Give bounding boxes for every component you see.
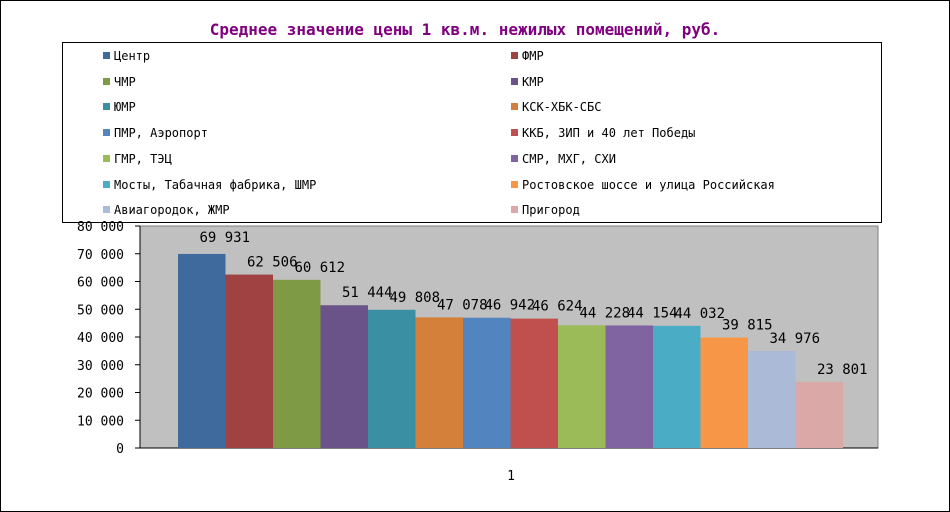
- legend-swatch: [511, 77, 518, 85]
- legend-swatch: [511, 154, 518, 162]
- data-label: 44 032: [674, 306, 725, 322]
- legend-item: ПМР, Аэропорт: [103, 125, 208, 141]
- legend-swatch: [103, 77, 110, 85]
- legend-label: Ростовское шоссе и улица Российская: [522, 177, 775, 192]
- legend-label: Пригород: [522, 203, 580, 218]
- legend-item: СМР, МХГ, СХИ: [511, 151, 616, 167]
- legend-swatch: [103, 103, 110, 111]
- bar: [558, 325, 606, 448]
- legend-item: ЮМР: [103, 99, 136, 115]
- legend-swatch: [103, 154, 110, 162]
- data-label: 49 808: [389, 290, 440, 306]
- x-tick-label: 1: [507, 469, 515, 484]
- legend-swatch: [103, 52, 110, 59]
- legend-label: ККБ, ЗИП и 40 лет Победы: [522, 126, 696, 141]
- bar: [795, 381, 843, 448]
- legend-label: ЮМР: [114, 100, 136, 115]
- data-label: 62 506: [247, 255, 298, 271]
- legend-item: Центр: [103, 48, 150, 64]
- bar: [748, 350, 796, 448]
- data-label: 46 624: [532, 299, 583, 315]
- legend-label: ПМР, Аэропорт: [114, 126, 208, 141]
- legend-item: ККБ, ЗИП и 40 лет Победы: [511, 125, 695, 141]
- legend-label: ФМР: [522, 49, 544, 63]
- y-tick-label: 70 000: [77, 248, 124, 263]
- bar: [605, 325, 653, 448]
- legend: Центр ФМР ЧМР КМР ЮМР КСК-ХБК-СБС ПМР, Аэропор…: [62, 42, 882, 223]
- legend-swatch: [511, 206, 518, 214]
- legend-item: Мосты, Табачная фабрика, ШМР: [103, 177, 316, 193]
- data-label: 34 976: [769, 331, 820, 347]
- data-label: 51 444: [342, 285, 393, 301]
- y-tick-label: 0: [116, 442, 124, 457]
- legend-item: Ростовское шоссе и улица Российская: [511, 177, 775, 193]
- bar: [320, 305, 368, 448]
- legend-item: ФМР: [511, 48, 544, 64]
- bar: [653, 325, 701, 448]
- legend-label: КМР: [522, 74, 544, 89]
- bar: [463, 317, 511, 448]
- legend-item: ГМР, ТЭЦ: [103, 151, 172, 167]
- data-label: 60 612: [294, 260, 345, 276]
- legend-swatch: [511, 180, 518, 188]
- legend-item: ЧМР: [103, 74, 136, 90]
- legend-swatch: [103, 180, 110, 188]
- y-tick-label: 40 000: [77, 331, 124, 346]
- data-label: 47 078: [437, 297, 488, 313]
- data-label: 44 228: [579, 305, 630, 321]
- bar: [368, 309, 416, 448]
- data-label: 44 154: [627, 305, 678, 321]
- data-label: 69 931: [199, 230, 250, 246]
- y-tick-label: 60 000: [77, 276, 124, 291]
- bar: [415, 317, 463, 448]
- y-tick-label: 10 000: [77, 414, 124, 429]
- legend-item: КМР: [511, 74, 544, 90]
- y-tick-label: 20 000: [77, 387, 124, 402]
- legend-label: Центр: [114, 49, 151, 63]
- y-tick-label: 80 000: [77, 220, 124, 235]
- legend-label: СМР, МХГ, СХИ: [522, 151, 616, 166]
- legend-item: Авиагородок, ЖМР: [103, 202, 230, 218]
- bar: [225, 274, 273, 448]
- data-label: 39 815: [722, 318, 773, 334]
- bar: [178, 253, 226, 448]
- bar: [700, 337, 748, 448]
- legend-swatch: [103, 206, 110, 214]
- legend-label: ЧМР: [114, 74, 136, 89]
- legend-swatch: [103, 129, 110, 137]
- chart-title: Среднее значение цены 1 кв.м. нежилых по…: [209, 20, 721, 39]
- y-tick-label: 50 000: [77, 303, 124, 318]
- legend-swatch: [511, 52, 518, 59]
- y-tick-label: 30 000: [77, 359, 124, 374]
- legend-swatch: [511, 103, 518, 111]
- data-label: 46 942: [484, 298, 535, 314]
- legend-label: Мосты, Табачная фабрика, ШМР: [114, 177, 317, 192]
- legend-label: ГМР, ТЭЦ: [114, 151, 172, 166]
- bar: [510, 318, 558, 448]
- legend-label: Авиагородок, ЖМР: [114, 203, 230, 218]
- data-label: 23 801: [817, 362, 868, 378]
- legend-item: Пригород: [511, 202, 580, 218]
- legend-swatch: [511, 129, 518, 137]
- legend-item: КСК-ХБК-СБС: [511, 99, 601, 115]
- legend-label: КСК-ХБК-СБС: [522, 100, 602, 115]
- bar: [273, 279, 321, 448]
